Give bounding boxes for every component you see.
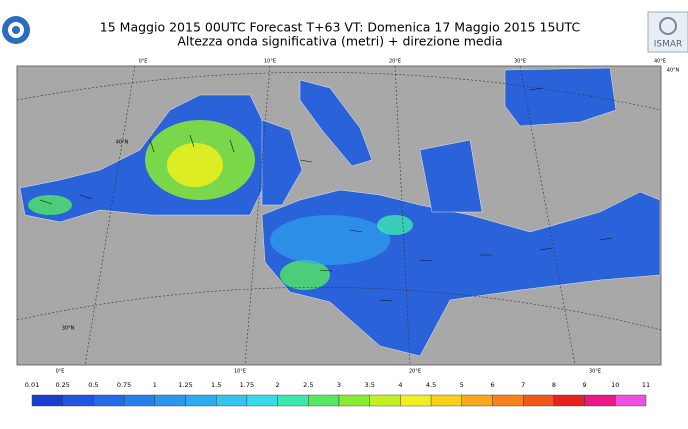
colorbar-label: 1: [153, 381, 157, 389]
colorbar-swatch: [369, 394, 401, 407]
lon-label: 0°E: [56, 369, 65, 375]
colorbar-swatch: [246, 394, 278, 407]
colorbar-label: 7: [521, 381, 525, 389]
lon-label: 0°E: [139, 59, 148, 65]
colorbar-label: 2: [276, 381, 280, 389]
lat-label: 30°N: [62, 326, 75, 332]
colorbar-swatch: [553, 394, 585, 407]
colorbar-swatch: [615, 394, 647, 407]
title: 15 Maggio 2015 00UTC Forecast T+63 VT: D…: [100, 20, 581, 35]
colorbar-label: 0.01: [25, 381, 39, 389]
colorbar-label: 11: [642, 381, 650, 389]
colorbar-label: 4: [398, 381, 402, 389]
colorbar-swatch: [31, 394, 63, 407]
lon-label: 30°E: [589, 369, 601, 375]
map: [16, 65, 662, 366]
colorbar-label: 1.25: [178, 381, 192, 389]
colorbar-swatch: [62, 394, 94, 407]
colorbar-swatch: [584, 394, 616, 407]
colorbar-label: 0.25: [55, 381, 69, 389]
geo-labels: 0°E 10°E 20°E 30°E 40°E 0°E 10°E 20°E 30°E 40°N 30…: [56, 59, 680, 375]
colorbar-swatch: [308, 394, 340, 407]
colorbar-swatch: [154, 394, 186, 407]
colorbar-label: 4.5: [426, 381, 436, 389]
lon-label: 40°E: [654, 59, 666, 65]
colorbar-label: 9: [583, 381, 587, 389]
colorbar-swatch: [338, 394, 370, 407]
colorbar-swatch: [277, 394, 309, 407]
colorbar-swatch: [492, 394, 524, 407]
logo-left: [2, 16, 30, 44]
logo-text: ISMAR: [654, 40, 683, 50]
lon-label: 20°E: [409, 369, 421, 375]
colorbar-label: 0.5: [88, 381, 98, 389]
colorbar-label: 0.75: [117, 381, 131, 389]
colorbar-label: 1.75: [240, 381, 254, 389]
colorbar-label: 2.5: [303, 381, 313, 389]
lat-label: 40°N: [116, 140, 129, 146]
lon-label: 30°E: [514, 59, 526, 65]
colorbar-label: 3: [337, 381, 341, 389]
colorbar: 0.01 0.25 0.5 0.75 1 1.25 1.5 1.75 2 2.5 3 3.5 4 4.5 5…: [25, 381, 650, 407]
lat-label: 40°N: [667, 68, 680, 74]
colorbar-swatch: [215, 394, 248, 407]
colorbar-swatch: [430, 394, 463, 407]
colorbar-label: 1.5: [211, 381, 221, 389]
colorbar-label: 5: [460, 381, 464, 389]
colorbar-swatch: [93, 394, 125, 407]
colorbar-swatch: [523, 394, 555, 407]
logo-right: ISMAR: [647, 11, 688, 53]
subtitle: Altezza onda significativa (metri) + dir…: [177, 34, 502, 49]
colorbar-label: 3.5: [365, 381, 375, 389]
colorbar-swatch: [123, 394, 155, 407]
colorbar-label: 6: [490, 381, 494, 389]
colorbar-swatch: [185, 394, 217, 407]
lon-label: 20°E: [389, 59, 401, 65]
colorbar-swatch: [400, 394, 432, 407]
colorbar-label: 8: [552, 381, 556, 389]
lon-label: 10°E: [234, 369, 246, 375]
colorbar-label: 10: [611, 381, 619, 389]
lon-label: 10°E: [264, 59, 276, 65]
colorbar-swatch: [461, 394, 493, 407]
